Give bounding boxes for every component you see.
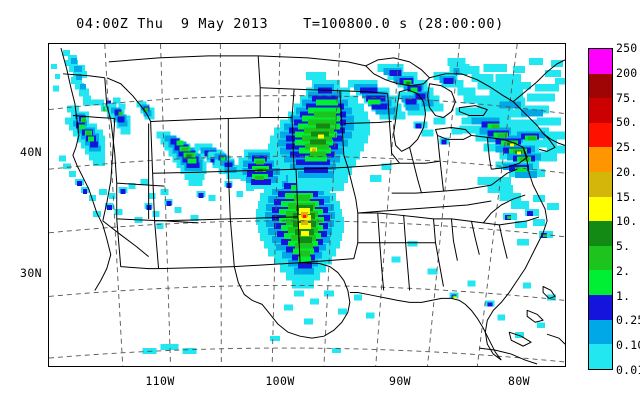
state-and-coast-borders — [60, 47, 565, 365]
colorbar-label-0: 250. — [616, 41, 640, 55]
colorbar-label-9: 2. — [616, 263, 631, 278]
colorbar-band-11 — [589, 319, 612, 345]
map-plot-area — [48, 43, 566, 367]
y-tick-label-30n: 30N — [20, 266, 42, 280]
colorbar-band-0 — [589, 49, 612, 74]
colorbar-band-8 — [589, 245, 612, 271]
colorbar-label-7: 10. — [616, 214, 638, 229]
x-tick-label-100w: 100W — [265, 374, 295, 388]
colorbar-label-13: 0.01 — [616, 363, 640, 377]
colorbar-label-12: 0.10 — [616, 338, 640, 353]
colorbar-label-5: 20. — [616, 164, 638, 179]
x-tick-label-80w: 80W — [508, 374, 530, 388]
colorbar-band-12 — [589, 344, 612, 369]
x-tick-label-110w: 110W — [145, 374, 175, 388]
colorbar-band-5 — [589, 172, 612, 197]
colorbar-label-2: 75. — [616, 90, 638, 105]
colorbar-band-7 — [589, 221, 612, 246]
colorbar-band-4 — [589, 147, 612, 173]
map-canvas — [49, 44, 565, 366]
colorbar-band-2 — [589, 98, 612, 123]
colorbar-band-1 — [589, 73, 612, 99]
colorbar-label-1: 200. — [616, 65, 640, 80]
colorbar-label-6: 15. — [616, 189, 638, 204]
precipitation-field — [50, 49, 565, 355]
colorbar-label-11: 0.25 — [616, 313, 640, 328]
figure-title: 04:00Z Thu 9 May 2013 T=100800.0 s (28:0… — [76, 16, 504, 32]
colorbar-band-6 — [589, 196, 612, 222]
colorbar-label-10: 1. — [616, 288, 631, 303]
colorbar-label-8: 5. — [616, 239, 631, 254]
colorbar-band-9 — [589, 270, 612, 296]
colorbar-label-3: 50. — [616, 115, 638, 130]
colorbar — [588, 48, 613, 370]
x-tick-label-90w: 90W — [389, 374, 411, 388]
colorbar-label-4: 25. — [616, 140, 638, 155]
y-tick-label-40n: 40N — [20, 145, 42, 159]
latlon-grid — [49, 44, 565, 366]
colorbar-band-3 — [589, 122, 612, 148]
colorbar-band-10 — [589, 295, 612, 320]
